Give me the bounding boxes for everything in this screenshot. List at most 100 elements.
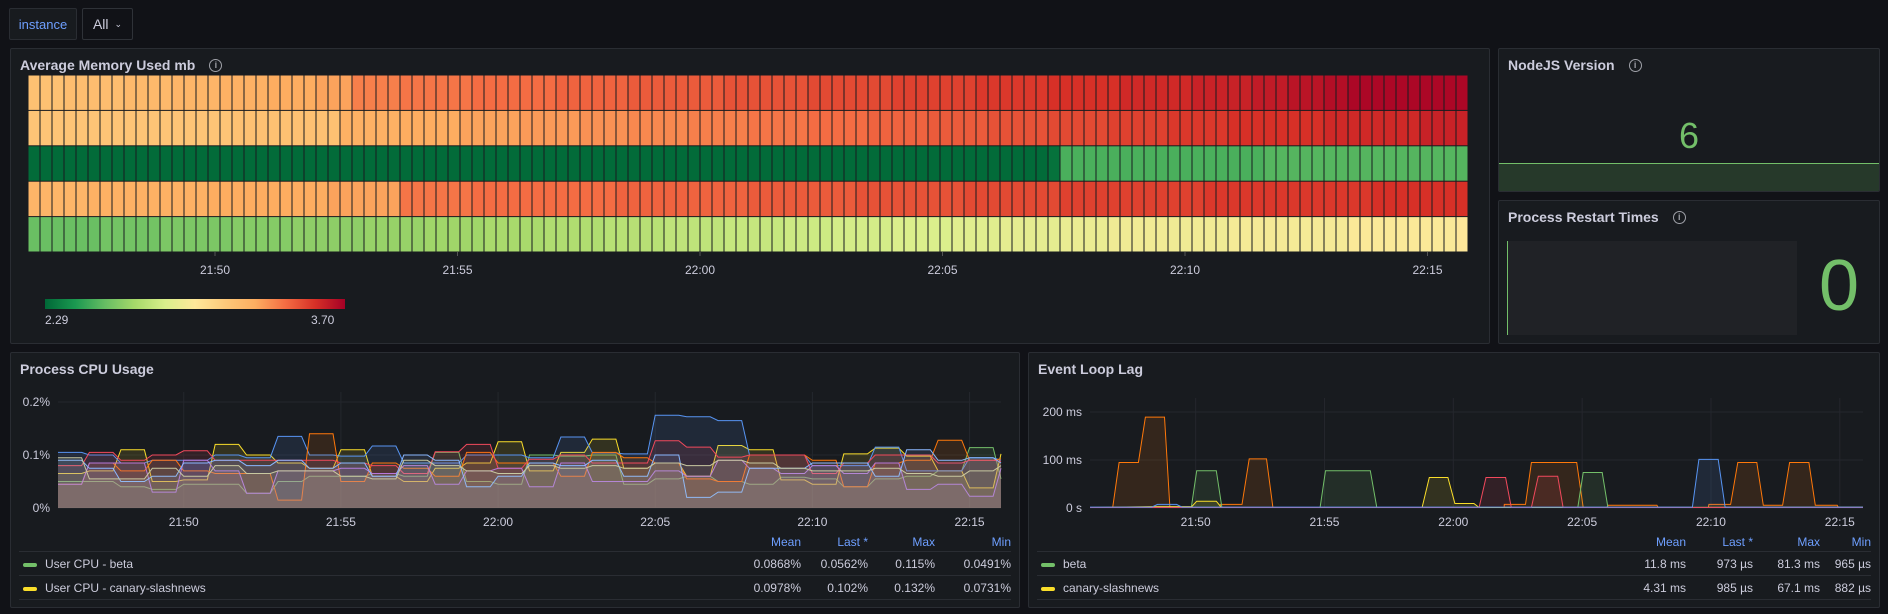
heatmap-cell (820, 146, 832, 181)
heatmap-cell (484, 75, 496, 110)
heatmap-cell (820, 181, 832, 217)
heatmap-cell (100, 110, 112, 146)
heatmap-cell (676, 146, 688, 181)
heatmap-cell (100, 146, 112, 181)
heatmap-cell (244, 75, 256, 110)
x-tick-label: 22:15 (1412, 263, 1442, 277)
x-tick-label: 22:05 (927, 263, 957, 277)
info-icon[interactable]: i (1628, 58, 1642, 72)
heatmap-cell (292, 75, 304, 110)
legend-series-name: canary-slashnews (1063, 581, 1160, 595)
heatmap-cell (40, 181, 52, 217)
y-tick-label: 200 ms (1043, 405, 1082, 419)
heatmap-cell (76, 181, 88, 217)
heatmap-cell (760, 146, 772, 181)
instance-select[interactable]: All ⌄ (82, 8, 133, 40)
heatmap-cell (1324, 75, 1336, 110)
heatmap-cell (712, 217, 724, 252)
legend-header-0[interactable]: Mean (1655, 535, 1686, 549)
heatmap-cell (112, 181, 124, 217)
heatmap-cell (1216, 75, 1228, 110)
heatmap-cell (1036, 146, 1048, 181)
heatmap-cell (904, 110, 916, 146)
heatmap-cell (736, 75, 748, 110)
heatmap-cell (928, 75, 940, 110)
heatmap-cell (424, 217, 436, 252)
heatmap-cell (1000, 75, 1012, 110)
heatmap-cell (232, 75, 244, 110)
heatmap-cell (856, 146, 868, 181)
heatmap-cell (748, 181, 760, 217)
heatmap-cell (820, 75, 832, 110)
heatmap-cell (148, 181, 160, 217)
heatmap-cell (472, 110, 484, 146)
x-tick-label: 22:10 (1170, 263, 1200, 277)
heatmap-cell (472, 217, 484, 252)
heatmap-cell (1444, 110, 1456, 146)
heatmap-cell (1396, 146, 1408, 181)
heatmap-cell (364, 217, 376, 252)
series-area (1090, 459, 1863, 508)
legend-item[interactable]: beta (1041, 557, 1086, 571)
legend-header-1[interactable]: Last * (837, 535, 868, 549)
heatmap-cell (208, 181, 220, 217)
heatmap-cell (880, 181, 892, 217)
legend-series-name: User CPU - beta (45, 557, 134, 571)
heatmap-cell (664, 181, 676, 217)
heatmap-cell (844, 110, 856, 146)
legend-header-2[interactable]: Max (912, 535, 935, 549)
heatmap-cell (1144, 75, 1156, 110)
heatmap-cell (424, 75, 436, 110)
heatmap-cell (208, 146, 220, 181)
heatmap-cell (1456, 217, 1468, 252)
heatmap-cell (1120, 146, 1132, 181)
legend-header-0[interactable]: Mean (770, 535, 801, 549)
legend-value: 0.102% (827, 581, 868, 595)
heatmap-cell (460, 217, 472, 252)
heatmap-cell (832, 217, 844, 252)
legend-header-1[interactable]: Last * (1722, 535, 1753, 549)
legend-header-3[interactable]: Min (991, 535, 1011, 549)
heatmap-cell (316, 217, 328, 252)
heatmap-cell (1300, 75, 1312, 110)
cpu-timeseries-chart[interactable]: 0% 0.1% 0.2% 21:50 21:55 22:00 22:05 22:10 22:15 (11, 353, 1021, 533)
heatmap-cell (1012, 146, 1024, 181)
heatmap-cell (64, 146, 76, 181)
heatmap-cell (952, 110, 964, 146)
heatmap-cell (748, 75, 760, 110)
heatmap-cell (400, 181, 412, 217)
heatmap-cell (580, 75, 592, 110)
heatmap-cell (1228, 181, 1240, 217)
y-tick-label: 0.2% (23, 395, 51, 409)
heatmap-cell (268, 146, 280, 181)
heatmap-cell (1240, 146, 1252, 181)
event-loop-timeseries-chart[interactable]: 0 s 100 ms 200 ms 21:50 21:55 22:00 22:05 22:10… (1029, 353, 1881, 533)
legend-item[interactable]: User CPU - beta (23, 557, 133, 571)
legend-item[interactable]: canary-slashnews (1041, 581, 1159, 595)
heatmap-cell (136, 217, 148, 252)
heatmap-cell (940, 217, 952, 252)
heatmap-chart: 21:50 21:55 22:00 22:05 22:10 22:15 (28, 75, 1468, 277)
legend-header-3[interactable]: Min (1851, 535, 1871, 549)
heatmap-cell (340, 146, 352, 181)
heatmap-cell (952, 75, 964, 110)
heatmap-cell (1336, 146, 1348, 181)
legend-item[interactable]: User CPU - canary-slashnews (23, 581, 206, 595)
heatmap-cell (844, 75, 856, 110)
heatmap-cell (76, 110, 88, 146)
heatmap-cell (556, 110, 568, 146)
series-color-swatch (23, 586, 37, 591)
heatmap-cell (352, 75, 364, 110)
info-icon[interactable]: i (209, 58, 223, 72)
heatmap-cell (100, 181, 112, 217)
heatmap-cell (976, 217, 988, 252)
heatmap-cell (796, 75, 808, 110)
heatmap-cell (376, 146, 388, 181)
heatmap-cell (976, 75, 988, 110)
heatmap-cell (124, 75, 136, 110)
heatmap-cell (256, 110, 268, 146)
heatmap-cell (796, 110, 808, 146)
legend-header-2[interactable]: Max (1797, 535, 1820, 549)
heatmap-cell (532, 110, 544, 146)
info-icon[interactable]: i (1672, 210, 1686, 224)
